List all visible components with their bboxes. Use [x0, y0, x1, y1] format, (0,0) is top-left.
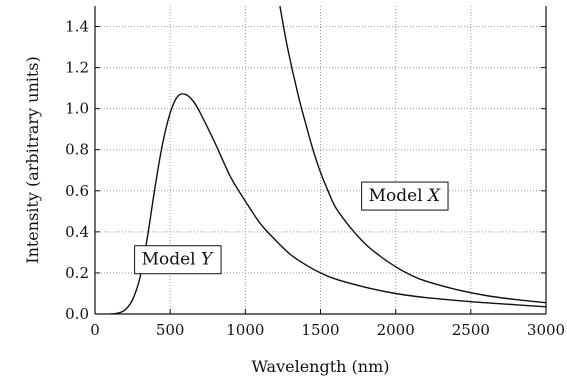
x-tick-label: 0 — [90, 321, 100, 339]
y-tick-label: 0.0 — [65, 305, 89, 323]
series-label-box — [361, 181, 449, 211]
x-tick-label: 2500 — [452, 321, 490, 339]
series-label-variable: X — [426, 186, 441, 206]
series-line-y — [109, 93, 546, 314]
tick-marks — [94, 26, 547, 315]
y-axis-title: Intensity (arbitrary units) — [23, 56, 42, 264]
y-tick-label: 0.2 — [65, 264, 89, 282]
series-label-text: Model X — [369, 186, 441, 206]
series-label-x: Model X — [361, 181, 449, 211]
series-label-y: Model Y — [134, 245, 222, 275]
x-tick-label: 3000 — [527, 321, 565, 339]
series-label-variable: Y — [201, 250, 214, 270]
x-tick-label: 2000 — [377, 321, 415, 339]
y-tick-label: 1.4 — [65, 18, 89, 36]
tick-labels: 0.0 0.2 0.4 0.6 0.8 1.0 1.2 1.4 0 500 1000 1500 2000… — [65, 18, 565, 339]
series-label-prefix: Model — [142, 250, 201, 270]
y-tick-label: 0.4 — [65, 223, 89, 241]
y-tick-label: 0.8 — [65, 141, 89, 159]
x-tick-label: 1000 — [226, 321, 264, 339]
grid-lines — [95, 6, 546, 314]
x-tick-label: 1500 — [301, 321, 339, 339]
series-label-prefix: Model — [369, 186, 428, 206]
y-tick-label: 1.2 — [65, 59, 89, 77]
series-label-text: Model Y — [142, 250, 214, 270]
series-label-box — [134, 245, 222, 275]
y-tick-label: 0.6 — [65, 182, 89, 200]
series-line-x — [279, 6, 546, 304]
x-tick-label: 500 — [156, 321, 185, 339]
y-tick-label: 1.0 — [65, 100, 89, 118]
x-axis-title: Wavelength (nm) — [251, 357, 389, 376]
